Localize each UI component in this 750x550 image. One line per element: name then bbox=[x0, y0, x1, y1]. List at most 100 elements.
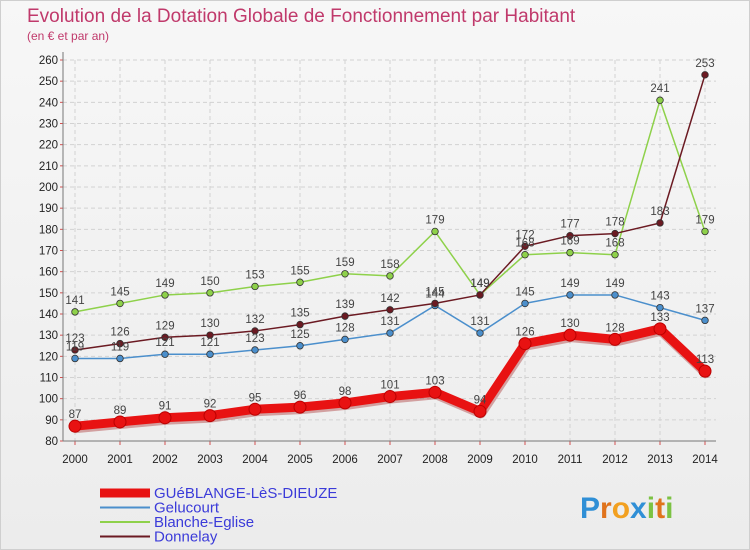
x-tick-label: 2000 bbox=[62, 454, 88, 466]
data-point bbox=[428, 385, 442, 399]
data-point bbox=[338, 396, 352, 410]
data-point bbox=[296, 320, 304, 329]
data-point bbox=[71, 346, 79, 354]
data-label: 139 bbox=[335, 299, 354, 311]
y-tick-label: 110 bbox=[40, 373, 58, 385]
data-point bbox=[521, 299, 529, 308]
x-tick-label: 2008 bbox=[422, 454, 448, 466]
x-tick-label: 2009 bbox=[467, 454, 493, 466]
data-point bbox=[611, 291, 619, 299]
logo-letter: i bbox=[647, 492, 655, 525]
data-label: 135 bbox=[290, 308, 309, 320]
x-tick-label: 2006 bbox=[332, 454, 358, 466]
data-point bbox=[473, 404, 487, 418]
data-label: 96 bbox=[294, 390, 307, 402]
data-point bbox=[251, 282, 259, 291]
data-label: 158 bbox=[380, 259, 399, 271]
data-label: 133 bbox=[650, 312, 669, 324]
data-label: 177 bbox=[560, 219, 579, 231]
data-label: 145 bbox=[110, 286, 129, 298]
axes: 8090100110120130140150160170180190200210… bbox=[39, 52, 718, 466]
data-label: 91 bbox=[159, 401, 172, 413]
data-label: 121 bbox=[155, 337, 174, 349]
data-label: 123 bbox=[245, 333, 264, 345]
data-label: 169 bbox=[560, 236, 579, 248]
x-tick-label: 2002 bbox=[152, 454, 178, 466]
y-tick-label: 180 bbox=[39, 224, 58, 236]
data-point bbox=[341, 270, 349, 278]
data-point bbox=[476, 291, 484, 299]
y-tick-label: 150 bbox=[39, 288, 58, 300]
x-tick-label: 2013 bbox=[647, 454, 673, 466]
data-point bbox=[566, 248, 574, 257]
data-label: 179 bbox=[425, 214, 444, 226]
x-tick-label: 2001 bbox=[107, 454, 133, 466]
data-label: 149 bbox=[605, 278, 624, 290]
logo-letter: x bbox=[630, 492, 647, 525]
data-label: 113 bbox=[696, 354, 714, 366]
y-tick-label: 250 bbox=[39, 76, 58, 88]
data-label: 141 bbox=[65, 295, 84, 307]
data-point bbox=[206, 289, 214, 297]
data-label: 126 bbox=[110, 327, 129, 339]
data-point bbox=[701, 71, 709, 79]
data-point bbox=[341, 335, 349, 344]
data-point bbox=[611, 251, 619, 259]
data-label: 87 bbox=[69, 409, 82, 421]
data-point bbox=[521, 251, 529, 259]
data-label: 103 bbox=[425, 375, 444, 387]
logo-letter: P bbox=[580, 492, 600, 525]
x-tick-label: 2011 bbox=[558, 454, 583, 466]
data-point bbox=[701, 227, 709, 236]
y-tick-label: 140 bbox=[39, 309, 58, 321]
x-tick-label: 2010 bbox=[512, 454, 538, 466]
data-point bbox=[656, 219, 664, 227]
data-label: 128 bbox=[335, 322, 354, 334]
y-tick-label: 240 bbox=[39, 97, 58, 109]
data-point bbox=[608, 332, 622, 346]
legend-label: Gelucourt bbox=[154, 500, 220, 517]
data-point bbox=[563, 328, 577, 342]
data-label: 119 bbox=[111, 341, 129, 353]
x-tick-label: 2012 bbox=[602, 454, 628, 466]
logo-letter: o bbox=[612, 492, 630, 525]
y-tick-label: 80 bbox=[45, 436, 58, 448]
data-label: 183 bbox=[650, 206, 669, 218]
data-point bbox=[206, 331, 214, 339]
y-tick-label: 170 bbox=[39, 246, 58, 258]
logo-letter: i bbox=[665, 492, 673, 525]
data-label: 145 bbox=[515, 286, 534, 298]
data-point bbox=[431, 227, 439, 236]
data-point bbox=[383, 390, 397, 404]
data-point bbox=[656, 96, 664, 104]
y-tick-label: 100 bbox=[39, 394, 58, 406]
data-point bbox=[161, 350, 169, 358]
y-tick-label: 230 bbox=[39, 119, 58, 131]
data-point bbox=[71, 354, 79, 363]
y-tick-label: 200 bbox=[39, 182, 58, 194]
data-label: 253 bbox=[695, 58, 714, 70]
data-point bbox=[386, 272, 394, 280]
data-label: 95 bbox=[249, 392, 262, 404]
data-label: 149 bbox=[560, 278, 579, 290]
data-point bbox=[566, 291, 574, 299]
data-label: 179 bbox=[695, 214, 714, 226]
y-tick-label: 210 bbox=[39, 161, 58, 173]
data-point bbox=[431, 299, 439, 308]
data-point bbox=[386, 306, 394, 314]
data-point bbox=[698, 364, 712, 378]
series-donnelay bbox=[71, 71, 709, 354]
data-label: 168 bbox=[605, 238, 624, 250]
y-tick-label: 130 bbox=[39, 330, 58, 342]
x-tick-label: 2003 bbox=[197, 454, 223, 466]
data-label: 98 bbox=[339, 386, 352, 398]
data-label: 153 bbox=[245, 269, 264, 281]
logo-text: Proxiti bbox=[580, 492, 673, 525]
data-point bbox=[566, 231, 574, 240]
data-point bbox=[611, 229, 619, 238]
data-point bbox=[116, 354, 124, 363]
legend: GUéBLANGE-LèS-DIEUZEGelucourtBlanche-Egl… bbox=[100, 485, 337, 546]
data-point bbox=[251, 346, 259, 354]
data-point bbox=[701, 316, 709, 325]
data-label: 178 bbox=[605, 217, 624, 229]
